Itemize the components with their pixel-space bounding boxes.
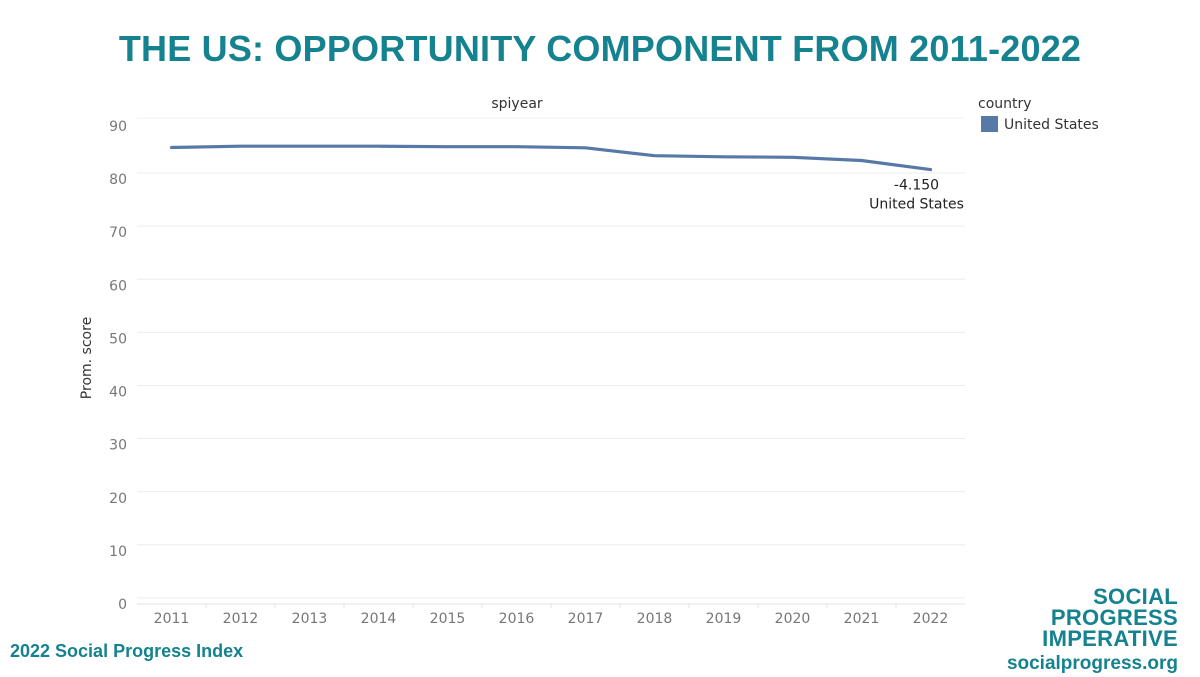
annotation-value: -4.150	[894, 178, 939, 194]
y-tick-label-10: 10	[109, 544, 127, 560]
y-tick-label-0: 0	[118, 597, 127, 613]
column-header: spiyear	[491, 96, 543, 112]
x-tick-label-2013: 2013	[292, 611, 328, 627]
x-tick-label-2019: 2019	[706, 611, 742, 627]
y-tick-label-50: 50	[109, 331, 127, 347]
legend-swatch-0	[981, 116, 998, 132]
x-tick-label-2020: 2020	[775, 611, 811, 627]
y-tick-label-90: 90	[109, 119, 127, 135]
x-tick-label-2011: 2011	[154, 611, 190, 627]
x-tick-label-2015: 2015	[430, 611, 466, 627]
y-tick-label-20: 20	[109, 491, 127, 507]
y-tick-label-80: 80	[109, 172, 127, 188]
brand-line-3: IMPERATIVE	[1042, 626, 1178, 651]
x-tick-label-2014: 2014	[361, 611, 397, 627]
x-tick-label-2017: 2017	[568, 611, 604, 627]
page-title: THE US: OPPORTUNITY COMPONENT FROM 2011-…	[118, 28, 1082, 69]
y-tick-label-40: 40	[109, 385, 127, 401]
x-tick-label-2018: 2018	[637, 611, 673, 627]
brand-website-link[interactable]: socialprogress.org	[1006, 653, 1178, 674]
y-tick-label-60: 60	[109, 278, 127, 294]
x-tick-label-2012: 2012	[223, 611, 259, 627]
x-tick-label-2022: 2022	[913, 611, 949, 627]
series-line-0	[169, 144, 933, 172]
x-tick-label-2016: 2016	[499, 611, 535, 627]
brand-line-1: SOCIAL	[1093, 584, 1178, 609]
y-tick-label-30: 30	[109, 438, 127, 454]
legend-entry-0: United States	[1004, 117, 1099, 133]
y-axis-label: Prom. score	[79, 317, 95, 399]
brand-logo: SOCIAL PROGRESS IMPERATIVE socialprogres…	[1007, 586, 1178, 677]
y-tick-label-70: 70	[109, 225, 127, 241]
annotation-label: United States	[869, 197, 964, 213]
legend-title: country	[978, 96, 1032, 112]
footer-index-label: 2022 Social Progress Index	[10, 641, 244, 661]
brand-line-2: PROGRESS	[1050, 605, 1178, 630]
x-tick-label-2021: 2021	[844, 611, 880, 627]
